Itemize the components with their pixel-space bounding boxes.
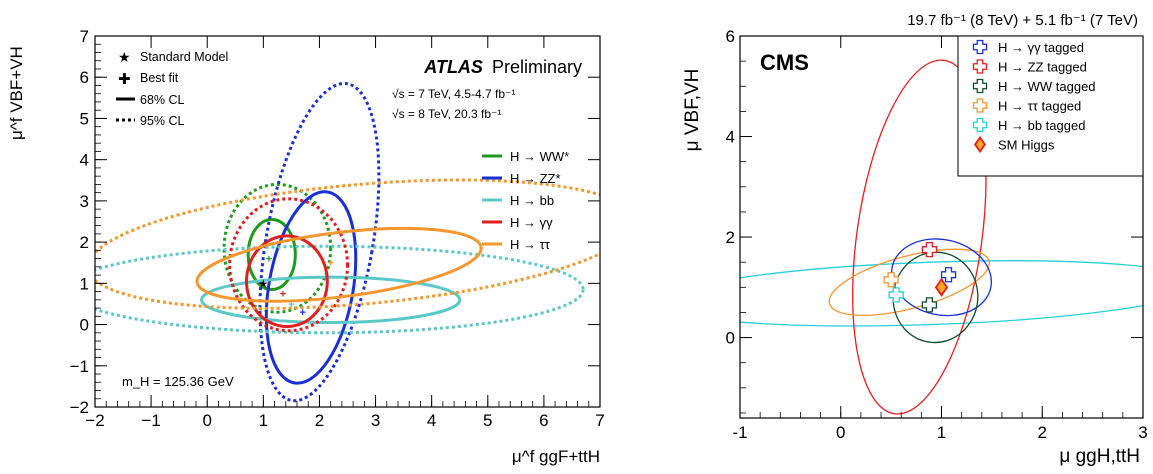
atlas-h-bb-95cl-contour: [95, 244, 585, 335]
atlas-h-95cl-contour: [95, 178, 600, 310]
cms-title: CMS: [760, 50, 809, 75]
atlas-h-bestfit-marker: +: [280, 289, 286, 301]
atlas-ytick-label: 1: [80, 274, 89, 293]
atlas-ytick-label: −1: [70, 357, 89, 376]
atlas-ylabel: μ^f VBF+VH: [7, 46, 26, 140]
atlas-xtick-label: 2: [315, 411, 324, 430]
atlas-xtick-label: 7: [595, 411, 604, 430]
atlas-h-ww-68cl-contour: [246, 217, 297, 292]
atlas-h-bb-bestfit-marker: +: [288, 299, 294, 311]
legend-68-label: 68% CL: [140, 93, 185, 107]
atlas-h-bestfit-marker: +: [327, 258, 333, 270]
legend-star-icon: ★: [118, 49, 131, 65]
atlas-mass-annotation: m_H = 125.36 GeV: [122, 374, 234, 389]
atlas-xtick-label: 5: [483, 411, 492, 430]
atlas-h-zz-95cl-contour: [258, 82, 381, 403]
cms-legend-swatch-h-tagged: [972, 98, 988, 113]
cms-legend-swatch-h-bb-tagged: [972, 117, 988, 133]
cms-h-bb-tagged-contour: [740, 260, 1143, 327]
atlas-h-ww-95cl-contour: [222, 182, 333, 314]
cms-h-tagged-contour: [890, 238, 993, 317]
atlas-legend-h-zz: H → ZZ*: [510, 171, 561, 186]
atlas-ytick-label: 6: [80, 68, 89, 87]
cms-h-zz-tagged-bestfit-marker: [921, 241, 938, 258]
atlas-energy-1: √s = 7 TeV, 4.5-4.7 fb⁻¹: [392, 87, 515, 101]
cms-legend: H → γγ tagged H → ZZ tagged H → WW tagged H…: [957, 35, 1144, 177]
atlas-energy-2: √s = 8 TeV, 20.3 fb⁻¹: [392, 107, 501, 121]
legend-sm-label: Standard Model: [140, 50, 228, 64]
legend-bestfit-label: Best fit: [140, 71, 179, 85]
atlas-xlabel: μ^f ggF+ttH: [512, 447, 600, 466]
cms-h-bb-tagged-bestfit-marker: [888, 287, 904, 303]
atlas-channel-legend: H → WW* H → ZZ* H → bb H → γγ H → ττ: [482, 149, 569, 252]
atlas-style-legend: ★ Standard Model ✚ Best fit 68% CL 95% C…: [116, 49, 228, 128]
cms-xtick-label: 1: [937, 423, 946, 442]
atlas-h-zz-bestfit-marker: +: [299, 307, 305, 319]
atlas-h-bb-68cl-contour: [200, 275, 462, 324]
cms-legend-h-ww-tagged: H → WW tagged: [998, 79, 1096, 94]
atlas-frame: [94, 35, 601, 408]
cms-legend-h-tagged: H → ττ tagged: [998, 99, 1081, 114]
atlas-legend-h-bb: H → bb: [510, 193, 554, 208]
atlas-h-68cl-contour: [245, 234, 329, 329]
cms-legend-h-zz-tagged: H → ZZ tagged: [998, 60, 1087, 75]
atlas-xtick-label: −1: [141, 411, 160, 430]
cms-xtick-label: 2: [1038, 423, 1047, 442]
atlas-title: ATLAS Preliminary: [423, 57, 582, 77]
cms-legend-sm-swatch: [974, 135, 986, 154]
cms-legend-h-tagged: H → γγ tagged: [998, 40, 1084, 55]
cms-sm-marker: [934, 277, 949, 297]
atlas-xtick-label: 0: [202, 411, 211, 430]
cms-legend-swatch-h-ww-tagged: [972, 78, 988, 94]
cms-legend-sm-label: SM Higgs: [998, 138, 1055, 153]
cms-legend-box: [957, 35, 1144, 177]
atlas-ytick-label: 4: [80, 151, 89, 170]
atlas-ytick-label: 3: [80, 192, 89, 211]
atlas-xtick-label: 3: [371, 411, 380, 430]
cms-xtick-label: -1: [732, 423, 747, 442]
cms-legend-swatch-h-tagged: [972, 39, 988, 55]
cms-xlabel: μ ggH,ttH: [1059, 446, 1140, 467]
atlas-legend-h-ww: H → WW*: [510, 149, 569, 164]
cms-ylabel: μ VBF,VH: [682, 69, 703, 152]
atlas-ytick-label: −2: [70, 398, 89, 417]
atlas-sm-marker: ★: [258, 278, 268, 290]
atlas-legend-h: H → ττ: [510, 237, 551, 252]
atlas-ytick-label: 0: [80, 316, 89, 335]
cms-ytick-label: 0: [726, 329, 735, 348]
cms-header: 19.7 fb⁻¹ (8 TeV) + 5.1 fb⁻¹ (7 TeV): [907, 12, 1138, 29]
cms-ytick-label: 2: [726, 228, 735, 247]
atlas-legend-h: H → γγ: [510, 215, 553, 230]
cms-panel: -1 0 1 2 3 0 2 4 6 19.7 fb⁻¹ (8 TeV) + 5.1 fb⁻¹ …: [682, 12, 1148, 467]
cms-h-ww-tagged-bestfit-marker: [921, 297, 938, 313]
cms-legend-h-bb-tagged: H → bb tagged: [998, 118, 1085, 133]
cms-ytick-label: 6: [726, 27, 735, 46]
atlas-h-68cl-contour: [195, 226, 483, 303]
atlas-xtick-label: 6: [539, 411, 548, 430]
atlas-xtick-label: 1: [259, 411, 268, 430]
cms-h-tagged-contour: [828, 248, 990, 317]
atlas-ytick-label: 5: [80, 109, 89, 128]
cms-xtick-label: 3: [1138, 423, 1147, 442]
atlas-xtick-label: 4: [427, 411, 436, 430]
atlas-ytick-label: 7: [80, 27, 89, 46]
cms-h-tagged-bestfit-marker: [940, 267, 957, 283]
cms-ytick-label: 4: [726, 128, 735, 147]
atlas-h-95cl-contour: [228, 197, 350, 333]
atlas-h-zz-68cl-contour: [264, 190, 358, 385]
cms-xtick-label: 0: [836, 423, 845, 442]
legend-95-label: 95% CL: [140, 114, 185, 128]
cms-h-tagged-bestfit-marker: [883, 272, 899, 288]
atlas-xtick-label: −2: [85, 411, 104, 430]
atlas-h-ww-bestfit-marker: +: [266, 254, 272, 266]
legend-plus-icon: ✚: [118, 71, 131, 88]
atlas-ytick-label: 2: [80, 233, 89, 252]
cms-legend-swatch-h-zz-tagged: [972, 59, 988, 74]
cms-h-zz-tagged-contour: [852, 59, 987, 415]
